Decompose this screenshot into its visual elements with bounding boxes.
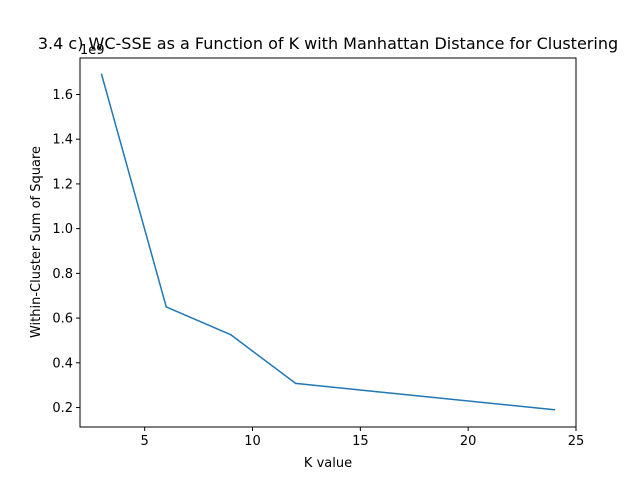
data-point [165, 306, 168, 308]
y-tick-label: 1.2 [52, 177, 73, 192]
y-tick-label: 1.4 [52, 133, 73, 148]
data-point [553, 408, 556, 411]
x-tick-label: 25 [568, 434, 585, 449]
y-tick-label: 1.0 [52, 222, 73, 237]
y-tick-label: 0.4 [52, 356, 73, 371]
chart-title: 3.4 c) WC-SSE as a Function of K with Ma… [38, 34, 618, 53]
y-tick-label: 0.6 [52, 312, 73, 327]
x-tick-label: 15 [352, 434, 369, 449]
x-tick-label: 5 [141, 434, 149, 449]
y-tick-label: 1.6 [52, 88, 73, 103]
y-axis-label: Within-Cluster Sum of Square [29, 146, 44, 338]
y-tick-label: 0.8 [52, 267, 73, 282]
y-offset-label: 1e9 [80, 43, 105, 58]
data-point [294, 382, 297, 385]
y-axis: 0.2 0.4 0.6 0.8 1.0 1.2 1.4 1.6 [52, 88, 80, 416]
y-tick-label: 0.2 [52, 401, 73, 416]
series-layer [100, 73, 556, 411]
data-point [230, 334, 232, 336]
x-axis: 5 10 15 20 25 [141, 427, 585, 449]
plot-area [79, 57, 577, 428]
data-point [100, 73, 103, 76]
x-tick-label: 20 [460, 434, 477, 449]
x-axis-label: K value [304, 456, 352, 471]
x-tick-label: 10 [244, 434, 261, 449]
